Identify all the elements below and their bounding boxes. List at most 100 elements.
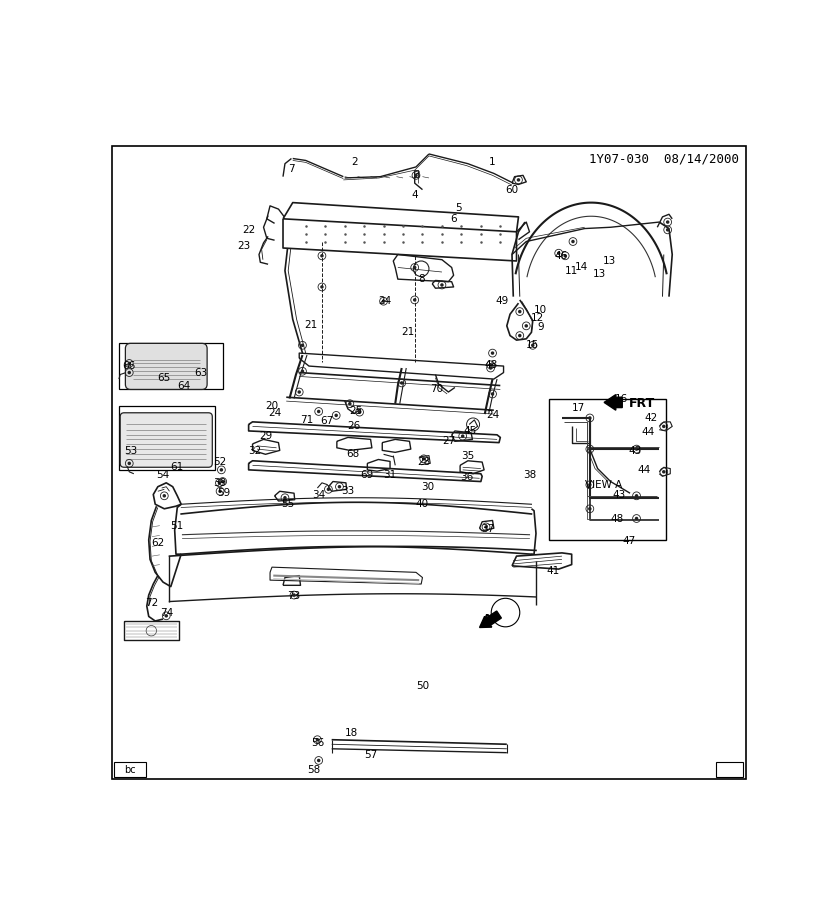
Text: 1Y07-030  08/14/2000: 1Y07-030 08/14/2000 <box>589 152 738 165</box>
Circle shape <box>490 351 494 355</box>
Circle shape <box>588 507 591 511</box>
Text: 22: 22 <box>242 225 255 235</box>
Circle shape <box>488 366 492 370</box>
Circle shape <box>490 393 494 395</box>
Text: 15: 15 <box>526 340 538 350</box>
Text: 28: 28 <box>416 458 430 467</box>
Circle shape <box>218 490 222 493</box>
FancyBboxPatch shape <box>119 343 222 390</box>
Text: 25: 25 <box>349 406 363 416</box>
Circle shape <box>421 458 425 460</box>
Text: 44: 44 <box>637 465 650 475</box>
Text: 72: 72 <box>145 598 158 608</box>
Text: 47: 47 <box>621 536 635 546</box>
Text: 32: 32 <box>248 446 262 456</box>
Circle shape <box>570 240 574 243</box>
FancyBboxPatch shape <box>114 762 146 778</box>
Text: 49: 49 <box>494 296 507 307</box>
Circle shape <box>381 299 385 303</box>
Circle shape <box>300 370 303 373</box>
Circle shape <box>412 298 416 302</box>
Text: FRT: FRT <box>628 397 655 410</box>
Text: 36: 36 <box>460 472 472 482</box>
Circle shape <box>337 485 341 489</box>
Circle shape <box>320 285 324 289</box>
Text: 24: 24 <box>268 408 281 418</box>
Circle shape <box>516 178 520 182</box>
Circle shape <box>162 494 166 498</box>
FancyBboxPatch shape <box>119 406 215 470</box>
Text: 53: 53 <box>124 446 137 456</box>
Text: 46: 46 <box>553 252 567 262</box>
Text: 37: 37 <box>480 524 493 533</box>
Text: 9: 9 <box>537 322 543 332</box>
Text: 17: 17 <box>571 404 584 414</box>
Text: 55: 55 <box>281 500 294 510</box>
Text: 3: 3 <box>412 170 419 180</box>
Text: 70: 70 <box>430 383 443 393</box>
Circle shape <box>634 494 638 498</box>
Text: A: A <box>482 614 491 624</box>
Circle shape <box>127 361 131 365</box>
Text: 58: 58 <box>307 765 319 775</box>
Circle shape <box>219 468 223 471</box>
Circle shape <box>634 447 638 451</box>
Text: 30: 30 <box>421 481 434 491</box>
Text: VIEW A: VIEW A <box>584 479 621 490</box>
Text: 69: 69 <box>360 470 374 480</box>
Text: 27: 27 <box>441 436 455 446</box>
Text: 14: 14 <box>574 263 588 273</box>
Text: 34: 34 <box>312 490 325 500</box>
Text: 18: 18 <box>344 728 357 738</box>
Circle shape <box>283 496 287 500</box>
Text: 54: 54 <box>156 470 170 480</box>
Text: 44: 44 <box>641 426 654 436</box>
Circle shape <box>440 284 443 286</box>
Circle shape <box>661 425 665 428</box>
Text: 48: 48 <box>483 360 497 370</box>
Text: 13: 13 <box>602 256 615 266</box>
Text: 71: 71 <box>300 414 314 425</box>
Text: 29: 29 <box>258 431 272 441</box>
Circle shape <box>588 483 591 487</box>
Text: 12: 12 <box>530 313 543 323</box>
Text: 4: 4 <box>410 189 417 199</box>
Text: 68: 68 <box>346 448 359 458</box>
Text: 48: 48 <box>609 514 623 524</box>
Text: 35: 35 <box>461 450 474 460</box>
Text: 33: 33 <box>341 486 354 496</box>
Text: 26: 26 <box>347 422 360 431</box>
Text: 41: 41 <box>546 566 559 576</box>
Circle shape <box>357 410 361 414</box>
Text: 21: 21 <box>304 319 317 329</box>
Circle shape <box>165 614 168 618</box>
Circle shape <box>484 525 487 529</box>
Text: 10: 10 <box>533 305 547 315</box>
Text: 20: 20 <box>265 401 278 411</box>
Circle shape <box>556 252 560 255</box>
Text: 73: 73 <box>287 591 300 601</box>
Text: 56: 56 <box>310 738 324 748</box>
Circle shape <box>488 363 492 367</box>
Circle shape <box>517 310 521 313</box>
Circle shape <box>665 228 669 231</box>
Circle shape <box>414 174 417 178</box>
Text: 66: 66 <box>123 361 135 371</box>
Circle shape <box>661 470 665 474</box>
Text: 60: 60 <box>505 185 518 195</box>
Circle shape <box>317 759 320 762</box>
Text: 39: 39 <box>213 478 227 488</box>
Text: 51: 51 <box>171 521 184 531</box>
Text: 7: 7 <box>288 164 294 174</box>
Text: bc: bc <box>124 765 135 774</box>
FancyBboxPatch shape <box>125 343 206 390</box>
Text: 1: 1 <box>488 156 495 167</box>
Text: 23: 23 <box>237 241 251 251</box>
Text: 24: 24 <box>378 296 391 307</box>
Circle shape <box>297 391 301 393</box>
Circle shape <box>334 414 338 417</box>
Text: 65: 65 <box>157 372 171 382</box>
Text: 64: 64 <box>177 381 190 391</box>
Text: 67: 67 <box>319 416 333 426</box>
Circle shape <box>315 738 319 741</box>
